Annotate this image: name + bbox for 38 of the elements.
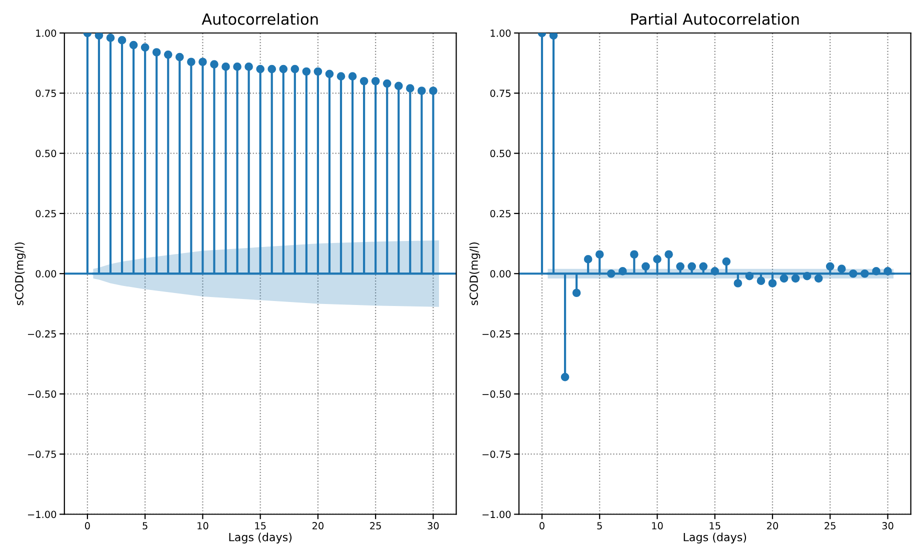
x-tick-label: 15 <box>710 522 720 530</box>
x-tick-label: 20 <box>312 522 324 530</box>
y-axis-title: sCOD(mg/l) <box>14 242 26 306</box>
y-axis-title: sCOD(mg/l) <box>469 242 480 306</box>
x-tick-label: 25 <box>824 522 836 530</box>
x-axis-title: Lags (days) <box>684 532 746 544</box>
x-tick-label: 20 <box>767 522 778 530</box>
y-tick-label: −1.00 <box>28 510 56 518</box>
y-tick-label: 0.50 <box>36 150 56 158</box>
x-tick-label: 5 <box>597 522 602 530</box>
x-tick-label: 0 <box>85 522 90 530</box>
y-tick-label: 0.25 <box>36 210 56 218</box>
y-tick-label: −0.25 <box>482 330 510 338</box>
y-tick-label: −0.50 <box>482 390 511 398</box>
y-tick-label: 1.00 <box>36 29 56 37</box>
x-tick-label: 15 <box>255 522 266 530</box>
y-tick-label: −0.50 <box>28 390 56 398</box>
y-tick-label: 0.50 <box>490 150 511 158</box>
y-tick-label: 0.75 <box>490 90 510 97</box>
y-tick-label: 0.75 <box>36 90 56 97</box>
x-tick-label: 30 <box>882 522 894 530</box>
x-tick-label: 0 <box>540 522 544 530</box>
chart-title: Autocorrelation <box>202 13 318 25</box>
x-tick-label: 30 <box>428 522 439 530</box>
y-tick-label: −0.75 <box>28 450 56 458</box>
x-tick-label: 10 <box>198 522 208 530</box>
y-tick-label: 0.00 <box>36 270 56 278</box>
y-tick-label: −1.00 <box>482 510 511 518</box>
y-tick-label: 0.25 <box>490 210 510 218</box>
x-tick-label: 25 <box>370 522 381 530</box>
y-tick-label: −0.25 <box>28 330 56 338</box>
y-tick-label: 0.00 <box>490 270 511 278</box>
x-tick-label: 5 <box>142 522 148 530</box>
y-tick-label: 1.00 <box>490 29 511 37</box>
y-tick-label: −0.75 <box>482 450 510 458</box>
x-tick-label: 10 <box>652 522 663 530</box>
x-axis-title: Lags (days) <box>229 532 292 544</box>
chart-title: Partial Autocorrelation <box>631 13 799 25</box>
